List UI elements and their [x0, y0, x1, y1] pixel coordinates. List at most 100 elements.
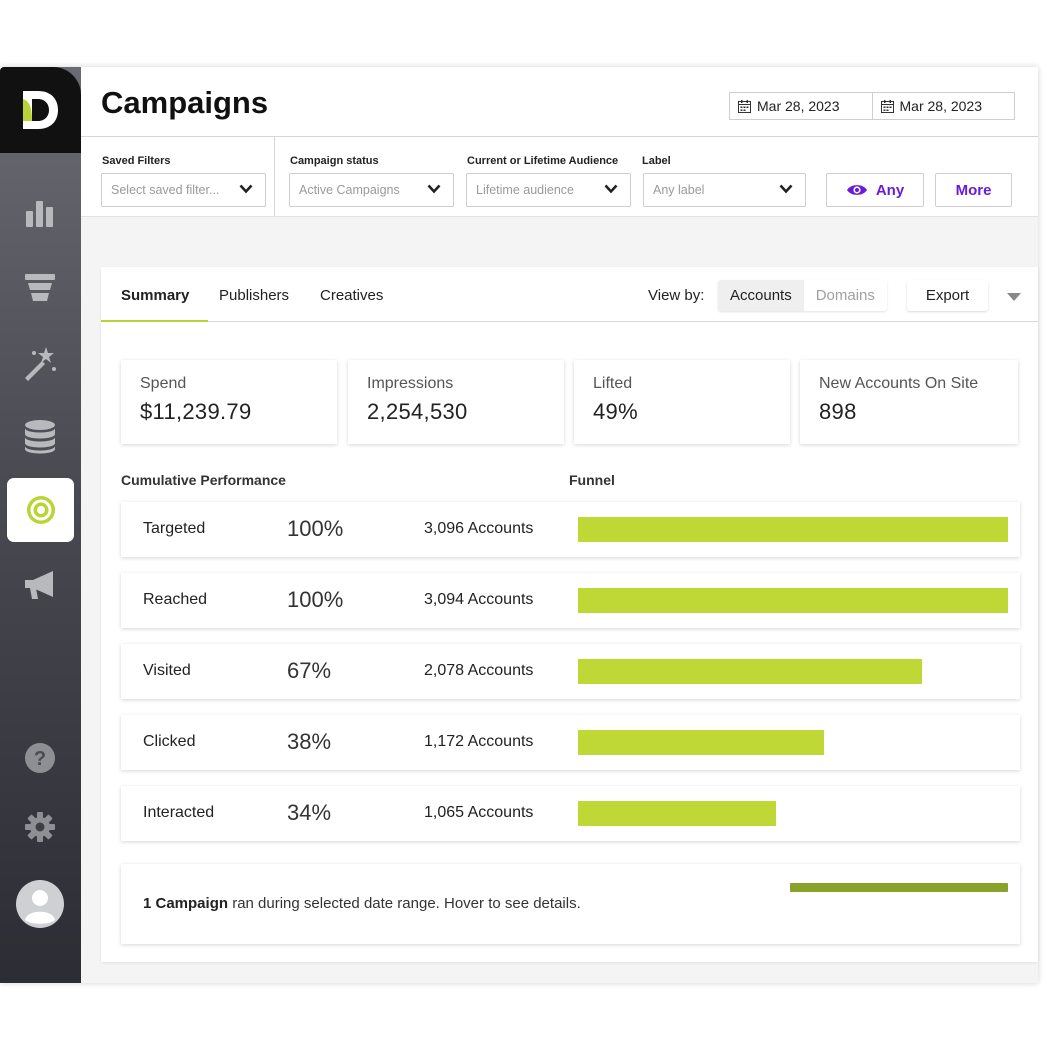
- funnel-bar: [578, 730, 825, 755]
- funnel-row[interactable]: Targeted 100% 3,096 Accounts: [121, 502, 1020, 557]
- campaign-summary-row[interactable]: 1 Campaign ran during selected date rang…: [121, 864, 1020, 944]
- metric-label: Lifted: [593, 375, 633, 392]
- logo-icon: [23, 91, 58, 129]
- audience-label: Current or Lifetime Audience: [467, 155, 619, 167]
- funnel-percent: 67%: [287, 658, 332, 683]
- funnel-bar: [578, 517, 1008, 542]
- saved-filters-label: Saved Filters: [102, 155, 171, 167]
- logo[interactable]: [0, 67, 81, 153]
- campaign-status-select[interactable]: Active Campaigns: [289, 173, 454, 207]
- chevron-down-icon: [604, 184, 618, 194]
- funnel-bar: [578, 588, 1008, 613]
- metric-label: Spend: [140, 375, 187, 392]
- caret-down-icon[interactable]: [1007, 293, 1021, 301]
- eye-icon: [846, 185, 867, 195]
- funnel-bar: [578, 659, 922, 684]
- funnel-accounts: 1,065 Accounts: [424, 804, 534, 821]
- funnel-accounts: 2,078 Accounts: [424, 662, 534, 679]
- chevron-down-icon: [779, 184, 793, 194]
- funnel-row[interactable]: Interacted 34% 1,065 Accounts: [121, 786, 1020, 841]
- metric-value: 2,254,530: [367, 399, 468, 424]
- sidebar: ?: [0, 67, 81, 983]
- start-date[interactable]: Mar 28, 2023: [730, 93, 872, 119]
- chevron-down-icon: [427, 184, 441, 194]
- tab-creatives[interactable]: Creatives: [320, 287, 384, 304]
- metric-label: New Accounts On Site: [819, 375, 979, 392]
- tab-summary[interactable]: Summary: [121, 287, 190, 304]
- filter-bar-divider: [81, 216, 1038, 217]
- funnel-percent: 34%: [287, 800, 332, 825]
- metric-card-lifted: Lifted 49%: [574, 360, 790, 444]
- target-icon: [26, 496, 55, 524]
- campaign-timeline-bar[interactable]: [790, 883, 1008, 892]
- megaphone-icon[interactable]: [20, 565, 60, 605]
- date-range-picker[interactable]: Mar 28, 2023 Mar 28, 2023: [729, 92, 1015, 120]
- end-date-text: Mar 28, 2023: [899, 98, 983, 114]
- svg-text:?: ?: [34, 748, 46, 770]
- more-button-label: More: [955, 181, 992, 199]
- audience-select[interactable]: Lifetime audience: [466, 173, 631, 207]
- more-button[interactable]: More: [935, 173, 1012, 207]
- label-select[interactable]: Any label: [643, 173, 806, 207]
- gear-icon[interactable]: [20, 807, 60, 847]
- funnel-bar-track: [578, 517, 1008, 542]
- help-icon[interactable]: ?: [20, 738, 60, 778]
- funnel-percent: 100%: [287, 587, 344, 612]
- end-date[interactable]: Mar 28, 2023: [871, 93, 1015, 119]
- metric-card-spend: Spend $11,239.79: [121, 360, 337, 444]
- funnel-bar-track: [578, 801, 1008, 826]
- funnel-bar-track: [578, 588, 1008, 613]
- metric-label: Impressions: [367, 375, 454, 392]
- label-filter-label: Label: [642, 155, 671, 167]
- funnel-stage: Reached: [143, 591, 208, 608]
- metric-value: 898: [819, 399, 857, 424]
- any-visibility-button[interactable]: Any: [826, 173, 924, 207]
- funnel-accounts: 1,172 Accounts: [424, 733, 534, 750]
- user-avatar-icon[interactable]: [15, 879, 65, 929]
- funnel-stage: Visited: [143, 662, 191, 679]
- chevron-down-icon: [239, 184, 253, 194]
- funnel-bar-track: [578, 659, 1008, 684]
- funnel-icon[interactable]: [20, 267, 60, 307]
- calendar-icon: [880, 99, 894, 113]
- header-divider: [81, 136, 1038, 137]
- campaign-status-label: Campaign status: [290, 155, 379, 167]
- nav-campaigns-active[interactable]: [7, 478, 74, 542]
- funnel-row[interactable]: Clicked 38% 1,172 Accounts: [121, 715, 1020, 770]
- funnel-percent: 38%: [287, 729, 332, 754]
- saved-filters-select[interactable]: Select saved filter...: [101, 173, 266, 207]
- tab-publishers[interactable]: Publishers: [219, 287, 290, 304]
- view-by-accounts[interactable]: Accounts: [718, 280, 804, 311]
- bar-chart-icon[interactable]: [20, 193, 60, 233]
- funnel-stage: Targeted: [143, 520, 206, 537]
- any-button-label: Any: [875, 181, 905, 199]
- funnel-stage: Interacted: [143, 804, 215, 821]
- metric-value: $11,239.79: [140, 399, 252, 424]
- label-value: Any label: [653, 183, 705, 197]
- funnel-row[interactable]: Visited 67% 2,078 Accounts: [121, 644, 1020, 699]
- view-by-label: View by:: [648, 287, 705, 304]
- funnel-accounts: 3,094 Accounts: [424, 591, 534, 608]
- tabs-divider: [101, 321, 1038, 322]
- funnel-bar: [578, 801, 776, 826]
- start-date-text: Mar 28, 2023: [757, 98, 840, 114]
- summary-card: Summary Publishers Creatives View by: Ac…: [101, 267, 1038, 962]
- page-title: Campaigns: [101, 85, 269, 120]
- audience-value: Lifetime audience: [476, 183, 574, 197]
- metric-card-new-accounts: New Accounts On Site 898: [800, 360, 1018, 444]
- metric-value: 49%: [593, 399, 638, 424]
- funnel-title: Funnel: [569, 472, 615, 488]
- database-icon[interactable]: [20, 417, 60, 457]
- export-button[interactable]: Export: [907, 280, 988, 311]
- funnel-stage: Clicked: [143, 733, 196, 750]
- cumulative-performance-title: Cumulative Performance: [121, 472, 286, 488]
- funnel-accounts: 3,096 Accounts: [424, 520, 534, 537]
- funnel-row[interactable]: Reached 100% 3,094 Accounts: [121, 573, 1020, 628]
- campaign-summary-text: 1 Campaign ran during selected date rang…: [143, 895, 581, 912]
- campaign-status-value: Active Campaigns: [299, 183, 400, 197]
- app-window: ? Campaigns Mar 28, 2023 Mar 28, 2023 Sa…: [0, 67, 1038, 983]
- campaign-summary-message: ran during selected date range. Hover to…: [228, 895, 581, 912]
- magic-wand-icon[interactable]: [20, 343, 60, 383]
- view-by-domains[interactable]: Domains: [803, 280, 887, 311]
- view-by-toggle[interactable]: Accounts Domains: [718, 280, 887, 311]
